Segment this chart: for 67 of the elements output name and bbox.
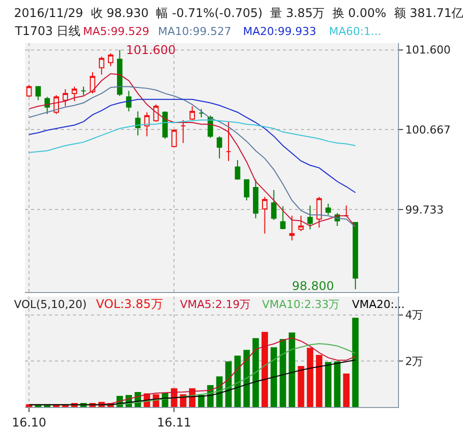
candlestick <box>298 215 304 232</box>
bar <box>234 356 241 407</box>
y-tick-label: 4万 <box>405 308 424 322</box>
candlestick <box>162 110 168 140</box>
candlestick <box>72 86 78 102</box>
bar <box>334 361 340 407</box>
text: VMA5:2.19万 <box>180 298 251 311</box>
bar <box>252 338 259 407</box>
bar <box>270 347 278 407</box>
text: VMA20:... <box>352 298 405 311</box>
bar <box>243 350 250 407</box>
candlestick <box>198 108 204 118</box>
candlestick <box>325 203 331 216</box>
candlestick <box>252 179 258 219</box>
candlestick <box>352 222 358 290</box>
candlestick <box>262 196 268 234</box>
bar <box>343 374 350 407</box>
candlestick <box>280 206 286 230</box>
candlestick <box>307 204 313 230</box>
annotation: 101.600 <box>126 43 176 57</box>
bar <box>198 394 205 407</box>
candlestick <box>35 86 41 101</box>
y-tick-label: 100.667 <box>405 123 451 136</box>
bar <box>352 318 359 407</box>
bar <box>316 354 322 407</box>
candlestick <box>171 128 177 148</box>
bar <box>280 338 286 407</box>
candlestick <box>226 121 232 162</box>
candlestick <box>126 90 132 112</box>
candlestick <box>316 196 322 228</box>
candlestick <box>98 56 104 76</box>
text: VMA10:2.33万 <box>262 298 340 311</box>
candlestick <box>144 112 150 137</box>
text: MA20:99.933 <box>243 25 316 38</box>
candlestick <box>117 49 122 97</box>
candlestick <box>135 110 141 136</box>
candlestick <box>234 160 240 180</box>
candlestick <box>90 72 96 94</box>
candlestick <box>62 88 68 107</box>
bar <box>306 348 314 407</box>
bar <box>324 362 332 407</box>
candlestick <box>108 52 114 67</box>
chart-title: VOL(5,10,20) <box>14 298 87 311</box>
line-series <box>28 98 356 194</box>
line-series <box>28 360 356 406</box>
candlestick <box>80 86 86 96</box>
y-tick-label: 2万 <box>405 354 424 368</box>
candlestick <box>271 190 277 220</box>
candlestick <box>180 119 186 144</box>
y-tick-label: 99.733 <box>405 203 444 216</box>
candlestick <box>244 179 250 201</box>
bar <box>262 332 268 407</box>
bar <box>288 332 296 407</box>
bar <box>298 366 304 407</box>
text: MA10:99.527 <box>158 25 232 38</box>
candlestick <box>289 215 295 241</box>
chart-subtitle: T1703 日线 <box>14 24 81 38</box>
text: MA60:1... <box>329 25 382 38</box>
x-tick-label: 16.10 <box>12 415 46 430</box>
candlestick <box>190 106 195 120</box>
candlestick <box>216 136 222 159</box>
text: MA5:99.529 <box>83 25 150 38</box>
y-tick-label: 101.600 <box>405 44 451 57</box>
x-tick-label: 16.11 <box>156 415 192 430</box>
annotation: VOL:3.85万 <box>96 297 163 311</box>
annotation: 98.800 <box>292 279 334 293</box>
line-series <box>28 119 356 153</box>
